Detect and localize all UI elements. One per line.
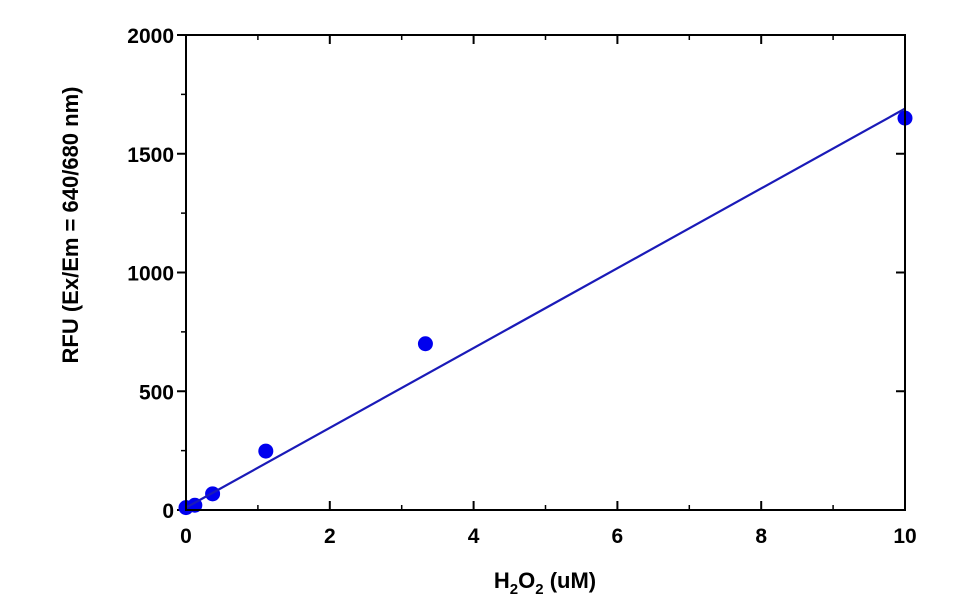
y-tick-label: 0 (162, 500, 174, 523)
x-axis-title-sub2: 2 (535, 581, 543, 598)
minor-ticks (181, 35, 834, 510)
x-axis-title-suffix: (uM) (544, 568, 597, 593)
x-tick-label: 2 (324, 525, 336, 548)
major-ticks (177, 34, 906, 511)
x-axis-title-sub1: 2 (510, 581, 518, 598)
series-layer (178, 107, 913, 516)
y-tick-label: 1500 (127, 144, 174, 167)
x-tick-label: 10 (893, 525, 916, 548)
fit-line (185, 107, 906, 509)
y-tick-label: 500 (139, 381, 174, 404)
y-axis-title: RFU (Ex/Em = 640/680 nm) (58, 87, 83, 364)
x-axis-title: H2O2 (uM) (494, 568, 596, 598)
tick-labels: 0 2 4 6 8 10 0 500 1000 1500 2000 (127, 25, 916, 548)
data-point (258, 443, 274, 459)
y-tick-label: 1000 (127, 263, 174, 286)
x-axis-title-prefix: H (494, 568, 510, 593)
plot-frame (185, 34, 906, 511)
data-point (417, 336, 433, 352)
x-tick-label: 0 (180, 525, 192, 548)
x-tick-label: 8 (755, 525, 767, 548)
x-tick-label: 4 (468, 525, 480, 548)
x-axis-title-mid: O (518, 568, 535, 593)
x-tick-label: 6 (612, 525, 624, 548)
y-tick-label: 2000 (127, 25, 174, 48)
